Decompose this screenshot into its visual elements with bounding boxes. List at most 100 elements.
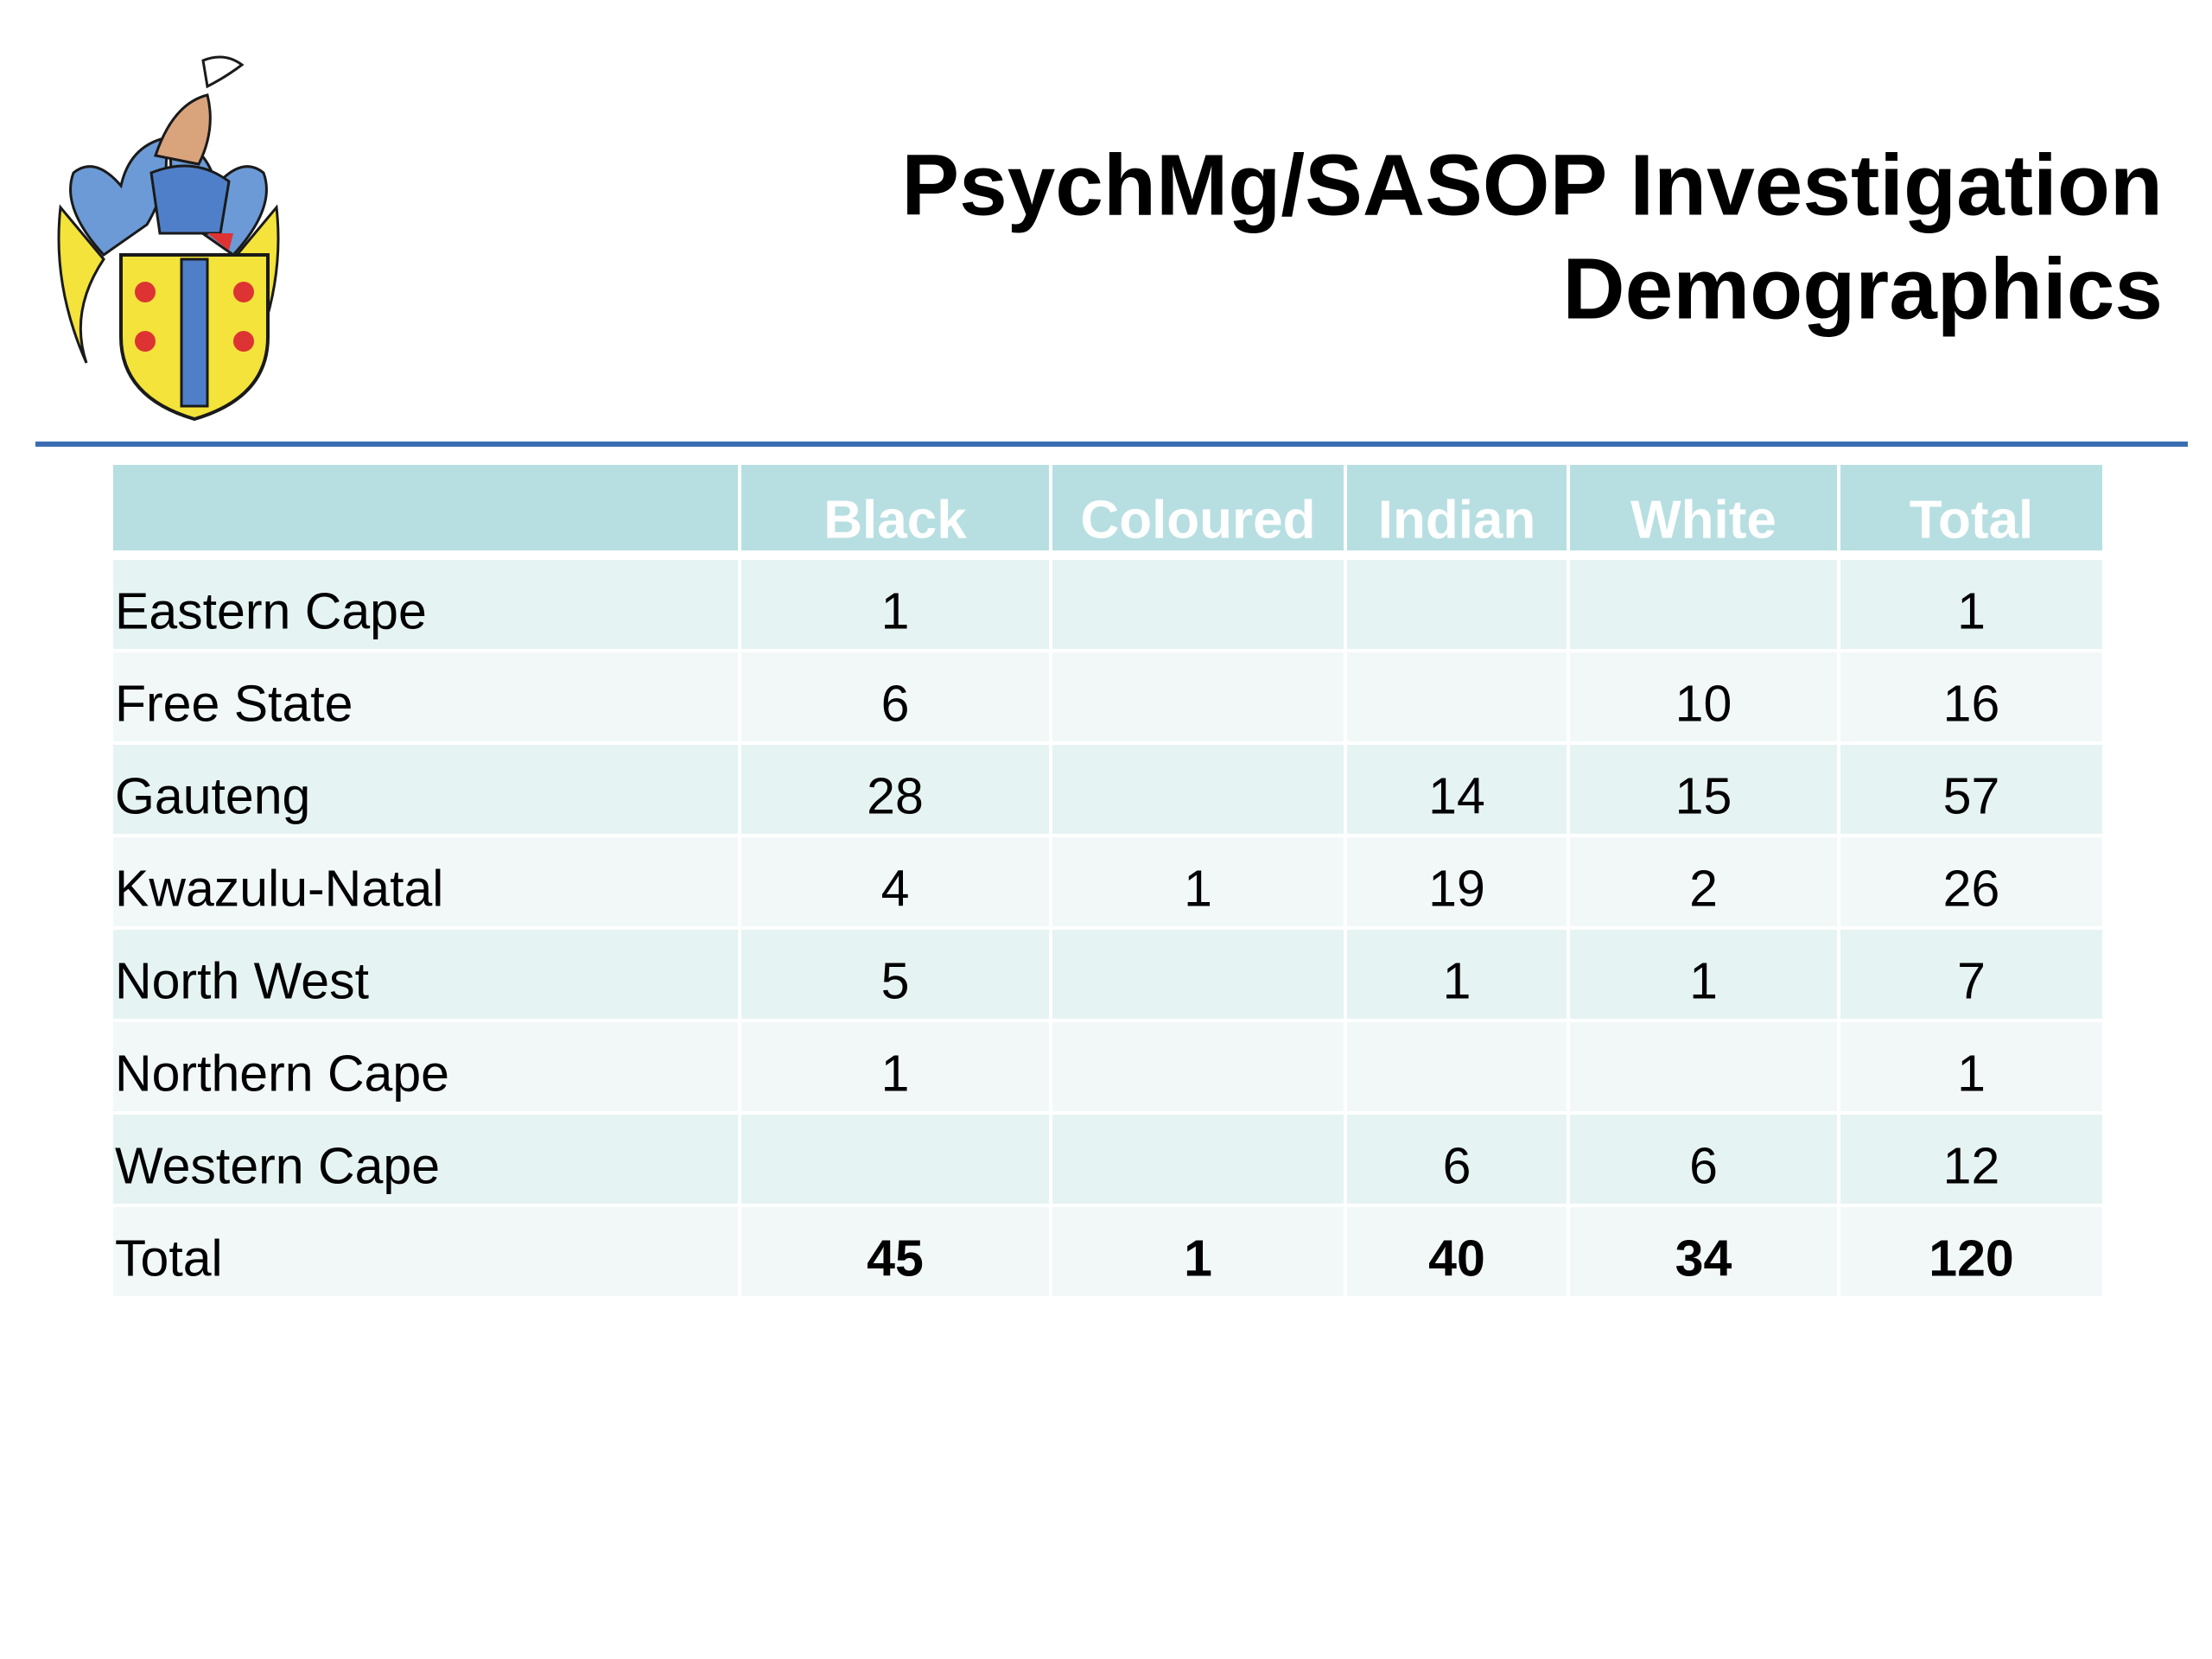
table-cell (1347, 652, 1567, 741)
table-cell (1052, 745, 1344, 834)
cell-value: 1 (1443, 953, 1471, 1010)
table-cell (113, 837, 738, 926)
column-header: Coloured (1080, 490, 1315, 550)
header-cell (1840, 465, 2102, 550)
table-cell (113, 745, 738, 834)
table-cell (1052, 652, 1344, 741)
cell-value: 26 (1943, 861, 2000, 918)
header-cell (1052, 465, 1344, 550)
table-cell (113, 560, 738, 649)
row-label: Free State (115, 676, 353, 733)
row-label: Western Cape (115, 1138, 440, 1195)
row-label: Gauteng (115, 768, 310, 825)
table-cell (1347, 930, 1567, 1019)
cell-value: 7 (1957, 953, 1986, 1010)
logo (57, 55, 280, 422)
cell-value: 12 (1943, 1138, 2000, 1195)
table-cell (1570, 837, 1837, 926)
cell-value: 5 (881, 953, 910, 1010)
cell-value: 6 (1689, 1138, 1718, 1195)
table-cell (113, 1115, 738, 1204)
cell-value: 1 (1689, 953, 1718, 1010)
table-cell (1052, 1022, 1344, 1111)
cell-value: 4 (881, 861, 910, 918)
cell-value: 57 (1943, 768, 2000, 825)
table-cell (741, 1022, 1049, 1111)
table-cell (1570, 560, 1837, 649)
table-cell (741, 745, 1049, 834)
cell-value: 10 (1675, 676, 1732, 733)
cell-value: 1 (1184, 1230, 1212, 1287)
cell-value: 45 (867, 1230, 924, 1287)
table-cell (741, 560, 1049, 649)
row-label: North West (115, 953, 369, 1010)
table-cell (1347, 1022, 1567, 1111)
table-cell (1347, 1207, 1567, 1296)
table-cell (1840, 652, 2102, 741)
slide-title: PsychMg/SASOP Investigation (901, 137, 2163, 233)
header-cell (113, 465, 738, 550)
cell-value: 6 (1443, 1138, 1471, 1195)
table-cell (741, 652, 1049, 741)
table-cell (1840, 560, 2102, 649)
cell-value: 1 (881, 583, 910, 640)
cell-value: 1 (881, 1046, 910, 1103)
cell-value: 1 (1957, 1046, 1986, 1103)
header-cell (1347, 465, 1567, 550)
table-cell (1052, 1207, 1344, 1296)
table-cell (1052, 1115, 1344, 1204)
slide-title: Demographics (1562, 240, 2163, 337)
row-label: Eastern Cape (115, 583, 427, 640)
table-cell (1570, 1207, 1837, 1296)
table-cell (1840, 745, 2102, 834)
table-cell (1840, 1115, 2102, 1204)
column-header: White (1630, 490, 1777, 550)
column-header: Indian (1378, 490, 1536, 550)
table-cell (113, 1022, 738, 1111)
table-cell (741, 837, 1049, 926)
table-cell (113, 1207, 738, 1296)
table-cell (1347, 837, 1567, 926)
table-cell (741, 1207, 1049, 1296)
table-cell (1840, 1022, 2102, 1111)
cell-value: 1 (1957, 583, 1986, 640)
cell-value: 2 (1689, 861, 1718, 918)
header-cell (741, 465, 1049, 550)
table-cell (113, 930, 738, 1019)
row-label: Northern Cape (115, 1046, 449, 1103)
table-cell (1052, 930, 1344, 1019)
cell-value: 40 (1428, 1230, 1485, 1287)
column-header: Black (823, 490, 967, 550)
cell-value: 120 (1929, 1230, 2013, 1287)
cell-value: 16 (1943, 676, 2000, 733)
cell-value: 6 (881, 676, 910, 733)
table-cell (1840, 1207, 2102, 1296)
table-cell (1347, 745, 1567, 834)
row-label: Total (115, 1230, 223, 1287)
cell-value: 34 (1675, 1230, 1732, 1287)
table-cell (1570, 930, 1837, 1019)
cell-value: 1 (1184, 861, 1212, 918)
table-cell (1347, 560, 1567, 649)
table-cell (1052, 560, 1344, 649)
table-cell (1570, 1022, 1837, 1111)
cell-value: 28 (867, 768, 924, 825)
table-cell (1840, 837, 2102, 926)
column-header: Total (1910, 490, 2034, 550)
table-cell (1052, 837, 1344, 926)
cell-value: 14 (1428, 768, 1485, 825)
row-label: Kwazulu-Natal (115, 861, 443, 918)
table-cell (1570, 652, 1837, 741)
rule (35, 442, 2188, 447)
table-cell (741, 1115, 1049, 1204)
table-cell (1570, 745, 1837, 834)
header-cell (1570, 465, 1837, 550)
table-cell (1570, 1115, 1837, 1204)
table-cell (741, 930, 1049, 1019)
table-cell (1347, 1115, 1567, 1204)
cell-value: 15 (1675, 768, 1732, 825)
table-cell (1840, 930, 2102, 1019)
table-cell (113, 652, 738, 741)
cell-value: 19 (1428, 861, 1485, 918)
